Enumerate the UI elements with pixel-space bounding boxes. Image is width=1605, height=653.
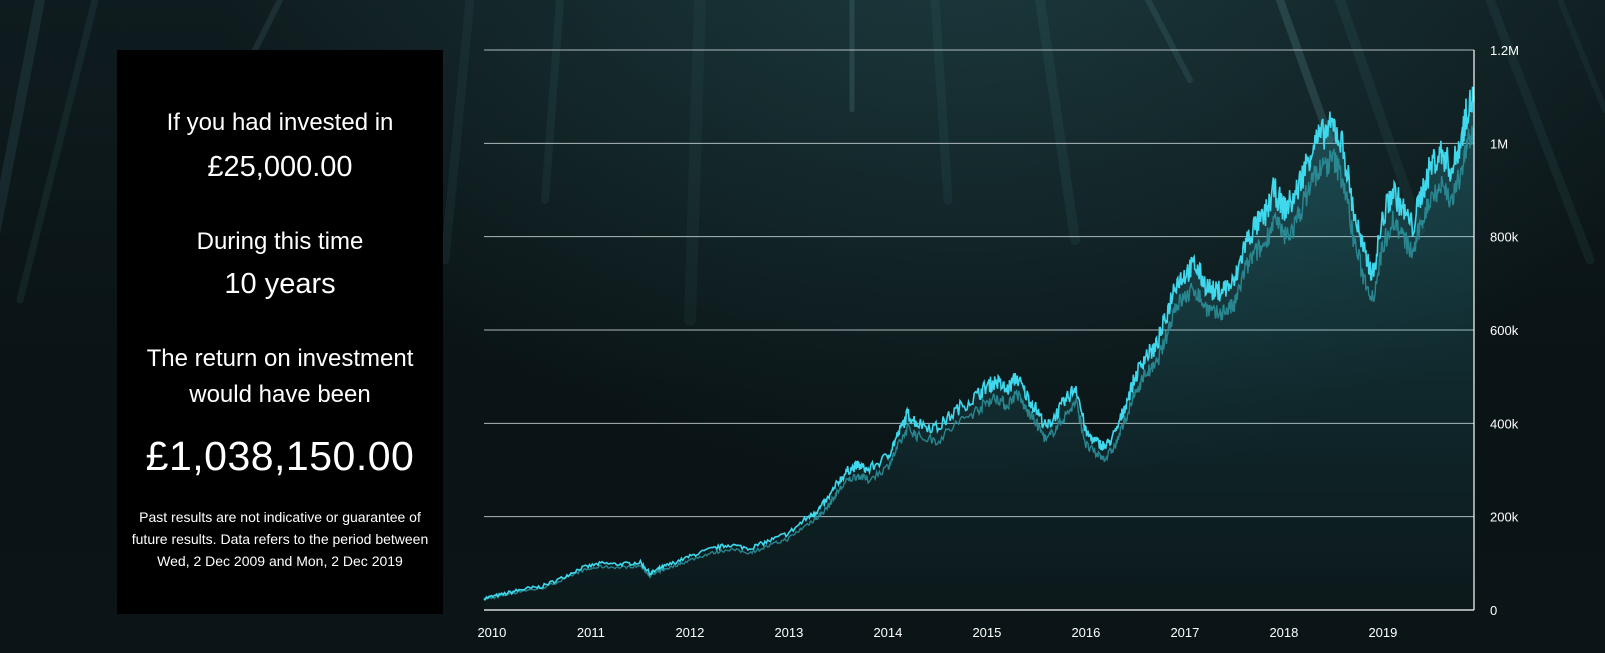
x-tick-label: 2018 xyxy=(1269,625,1298,640)
duration-value: 10 years xyxy=(224,268,336,300)
disclaimer-text: Past results are not indicative or guara… xyxy=(131,509,429,569)
investment-summary-panel: If you had invested in £25,000.00 During… xyxy=(117,50,443,614)
return-label-line-2: would have been xyxy=(189,381,371,408)
invested-amount: £25,000.00 xyxy=(207,151,353,183)
return-label-line-1: The return on investment xyxy=(146,345,414,372)
x-tick-label: 2014 xyxy=(873,625,902,640)
y-tick-label: 0 xyxy=(1490,603,1497,618)
series-area xyxy=(484,86,1474,610)
area-fill xyxy=(484,86,1474,610)
y-tick-label: 400k xyxy=(1490,416,1519,431)
duration-label: During this time xyxy=(196,228,364,255)
y-tick-label: 600k xyxy=(1490,323,1519,338)
axes xyxy=(484,50,1475,611)
x-tick-label: 2013 xyxy=(774,625,803,640)
x-tick-label: 2011 xyxy=(577,625,605,640)
y-tick-label: 1M xyxy=(1490,136,1508,151)
y-tick-label: 200k xyxy=(1490,510,1519,525)
series-line xyxy=(483,86,1475,601)
y-tick-labels: 0 200k 400k 600k 800k 1M 1.2M xyxy=(1490,43,1519,618)
x-tick-label: 2015 xyxy=(972,625,1001,640)
x-tick-label: 2012 xyxy=(675,625,704,640)
x-tick-label: 2017 xyxy=(1170,625,1199,640)
y-tick-label: 1.2M xyxy=(1490,43,1519,58)
x-tick-labels: 2010 2011 2012 2013 2014 2015 2016 2017 2018 2019 xyxy=(477,625,1397,640)
series-shadow-line xyxy=(483,125,1475,601)
return-amount: £1,038,150.00 xyxy=(145,433,415,479)
x-tick-label: 2019 xyxy=(1368,625,1397,640)
x-tick-label: 2010 xyxy=(477,625,506,640)
y-tick-label: 800k xyxy=(1490,230,1519,245)
invested-label: If you had invested in xyxy=(166,109,394,136)
x-tick-label: 2016 xyxy=(1071,625,1100,640)
series-lines xyxy=(483,86,1475,601)
